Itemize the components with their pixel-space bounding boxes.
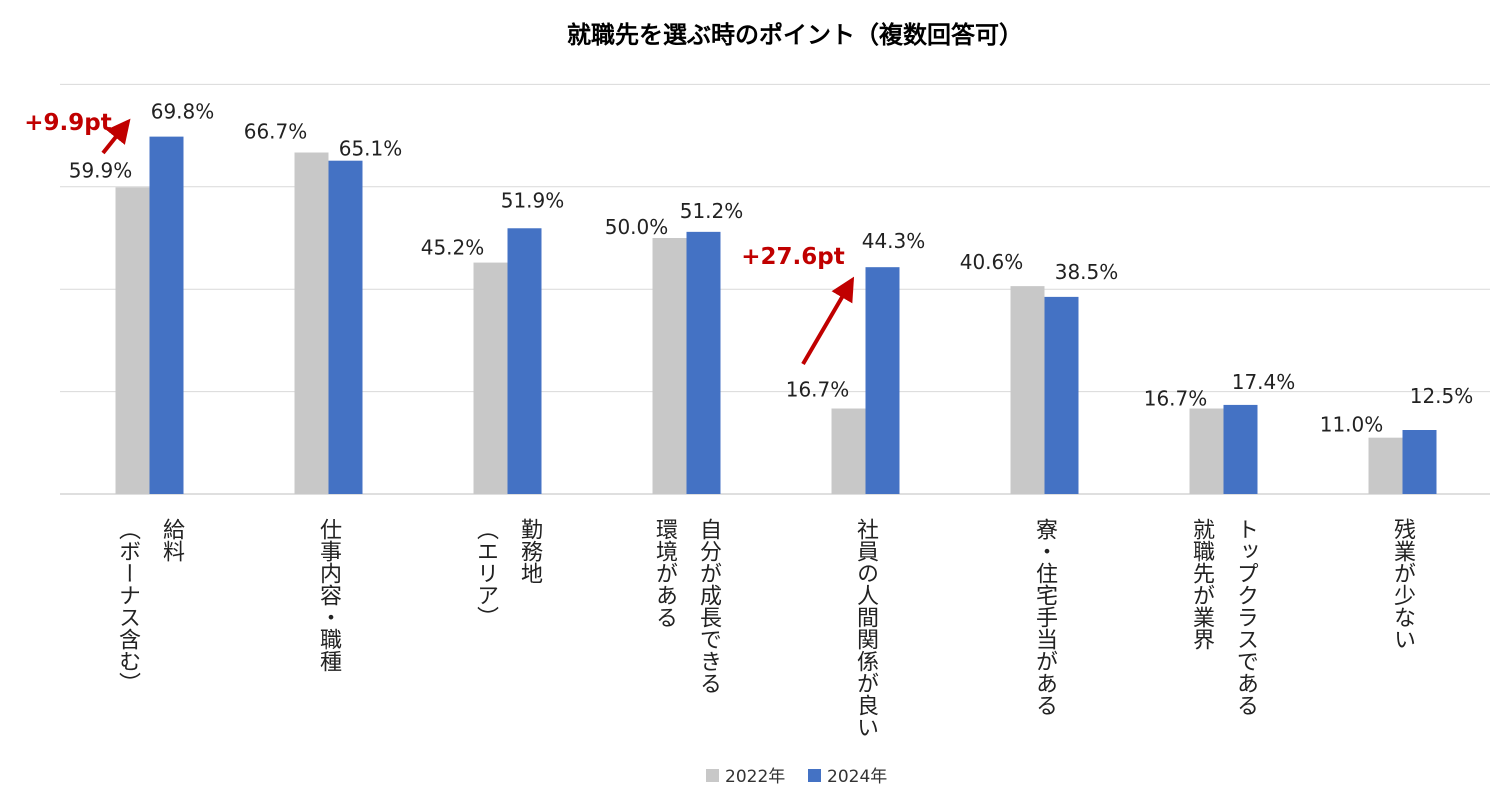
- bar-2024年-0: [149, 136, 184, 494]
- annotation-arrow-1: [801, 276, 855, 366]
- legend-label-2022年: 2022年: [725, 767, 785, 787]
- category-label-7: 残業が少ない: [1390, 518, 1416, 650]
- data-label-2024年-6: 17.4%: [1232, 370, 1296, 394]
- chart-title: 就職先を選ぶ時のポイント（複数回答可）: [567, 21, 1023, 49]
- data-label-2024年-5: 38.5%: [1055, 260, 1119, 284]
- bar-2024年-2: [507, 228, 542, 494]
- data-label-2024年-0: 69.8%: [151, 100, 215, 124]
- bar-2022年-7: [1368, 437, 1403, 494]
- bar-2024年-1: [328, 160, 363, 495]
- data-label-2022年-2: 45.2%: [421, 236, 485, 260]
- category-label-line: 自分が成長できる: [696, 518, 722, 694]
- legend-label-2024年: 2024年: [827, 767, 887, 787]
- bar-2024年-5: [1044, 296, 1079, 494]
- data-label-2024年-7: 12.5%: [1410, 384, 1474, 408]
- data-label-2022年-4: 16.7%: [786, 377, 850, 401]
- data-label-2022年-5: 40.6%: [960, 250, 1024, 274]
- data-label-2022年-7: 11.0%: [1320, 413, 1384, 437]
- bar-2022年-0: [115, 187, 150, 494]
- bar-2022年-5: [1010, 286, 1045, 494]
- category-label-4: 社員の人間関係が良い: [853, 518, 879, 738]
- data-label-2024年-4: 44.3%: [862, 229, 926, 253]
- legend-swatch-2024年: [808, 769, 821, 782]
- category-label-2: 勤務地 （エリア）: [473, 518, 543, 628]
- category-label-line: （ボーナス含む）: [115, 518, 141, 694]
- category-label-5: 寮・住宅手当がある: [1032, 518, 1058, 716]
- data-label-2022年-0: 59.9%: [69, 158, 133, 182]
- category-label-line: 寮・住宅手当がある: [1032, 518, 1058, 716]
- category-label-line: 残業が少ない: [1390, 518, 1416, 650]
- annotations: +9.9pt +27.6pt: [24, 110, 855, 366]
- bars: [115, 136, 1437, 495]
- data-label-2024年-1: 65.1%: [339, 137, 403, 161]
- category-label-line: （エリア）: [473, 518, 499, 628]
- annotation-text-1: +27.6pt: [741, 244, 844, 270]
- annotation-arrow-0: [101, 118, 131, 155]
- data-labels: 59.9% 69.8% 66.7% 65.1% 45.2% 51.9% 50.0% 51.2%…: [69, 100, 1474, 437]
- category-label-line: トップクラスである: [1233, 518, 1258, 716]
- legend-swatch-2022年: [706, 769, 719, 782]
- category-label-line: 就職先が業界: [1189, 518, 1215, 650]
- category-label-line: 勤務地: [517, 518, 543, 584]
- legend: 2022年 2024年: [706, 767, 887, 787]
- gridlines: [60, 83, 1490, 495]
- data-label-2022年-1: 66.7%: [244, 119, 308, 143]
- category-label-line: 仕事内容・職種: [316, 518, 342, 672]
- bar-2022年-1: [294, 152, 329, 494]
- bar-2024年-4: [865, 267, 900, 494]
- bar-2022年-2: [473, 262, 508, 494]
- data-label-2024年-2: 51.9%: [501, 188, 565, 212]
- category-label-1: 仕事内容・職種: [316, 518, 342, 672]
- category-label-line: 環境がある: [652, 518, 678, 628]
- bar-2024年-3: [686, 231, 721, 494]
- bar-2022年-4: [831, 408, 866, 494]
- annotation-text-0: +9.9pt: [24, 110, 111, 136]
- category-label-line: 給料: [159, 518, 185, 562]
- category-label-0: 給料 （ボーナス含む）: [115, 518, 185, 694]
- data-label-2024年-3: 51.2%: [680, 199, 744, 223]
- category-label-line: 社員の人間関係が良い: [853, 518, 879, 738]
- bar-2022年-6: [1189, 408, 1224, 494]
- bar-2024年-6: [1223, 404, 1258, 494]
- bar-2024年-7: [1402, 430, 1437, 494]
- data-label-2022年-3: 50.0%: [605, 215, 669, 239]
- bar-2022年-3: [652, 238, 687, 494]
- data-label-2022年-6: 16.7%: [1144, 386, 1208, 410]
